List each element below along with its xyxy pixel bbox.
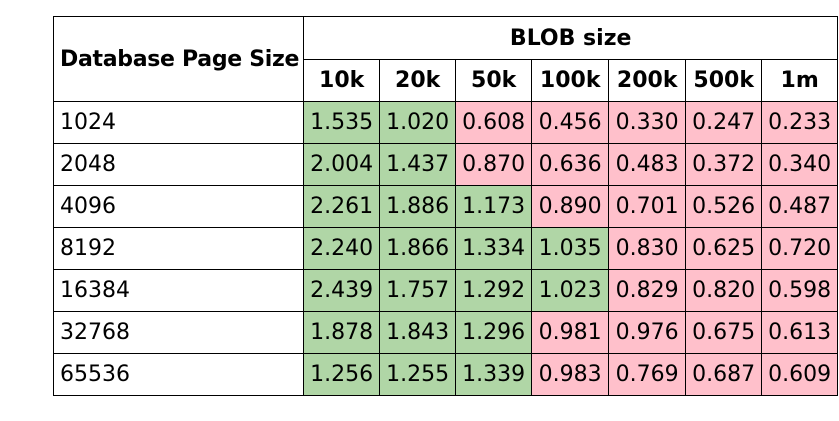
table-row: 32768 1.878 1.843 1.296 0.981 0.976 0.675 0.613 bbox=[52, 311, 839, 354]
table-cell: 0.456 bbox=[531, 101, 610, 144]
table-cell: 2.240 bbox=[303, 227, 381, 270]
row-header-page-size: Database Page Size bbox=[52, 16, 305, 102]
column-header-100k: 100k bbox=[531, 59, 610, 102]
row-label: 32768 bbox=[52, 311, 305, 354]
header-row-top: Database Page Size BLOB size bbox=[52, 16, 839, 102]
table-cell: 2.261 bbox=[303, 185, 381, 228]
table-cell: 2.004 bbox=[303, 143, 381, 186]
row-label: 65536 bbox=[52, 353, 305, 396]
table-cell: 0.625 bbox=[685, 227, 763, 270]
table-cell: 1.035 bbox=[531, 227, 610, 270]
group-header-blob-size: BLOB size bbox=[303, 16, 839, 60]
row-label: 16384 bbox=[52, 269, 305, 312]
table-row: 16384 2.439 1.757 1.292 1.023 0.829 0.820 0.598 bbox=[52, 269, 839, 312]
table-cell: 0.769 bbox=[608, 353, 687, 396]
column-header-200k: 200k bbox=[608, 59, 687, 102]
table-cell: 1.535 bbox=[303, 101, 381, 144]
table-cell: 0.233 bbox=[761, 101, 839, 144]
table-cell: 1.866 bbox=[379, 227, 457, 270]
table-cell: 2.439 bbox=[303, 269, 381, 312]
table-cell: 1.173 bbox=[455, 185, 533, 228]
table-cell: 1.256 bbox=[303, 353, 381, 396]
table-cell: 1.878 bbox=[303, 311, 381, 354]
row-label: 4096 bbox=[52, 185, 305, 228]
table-cell: 0.609 bbox=[761, 353, 839, 396]
table-cell: 0.820 bbox=[685, 269, 763, 312]
column-header-50k: 50k bbox=[455, 59, 533, 102]
table-cell: 1.757 bbox=[379, 269, 457, 312]
blob-read-performance-table: Database Page Size BLOB size 10k 20k 50k 10… bbox=[52, 16, 839, 396]
table-cell: 0.890 bbox=[531, 185, 610, 228]
table-row: 4096 2.261 1.886 1.173 0.890 0.701 0.526 0.487 bbox=[52, 185, 839, 228]
table-cell: 0.598 bbox=[761, 269, 839, 312]
table-cell: 1.023 bbox=[531, 269, 610, 312]
row-label: 8192 bbox=[52, 227, 305, 270]
table-cell: 1.843 bbox=[379, 311, 457, 354]
table-cell: 0.636 bbox=[531, 143, 610, 186]
table-cell: 0.526 bbox=[685, 185, 763, 228]
table-cell: 1.437 bbox=[379, 143, 457, 186]
table-cell: 0.372 bbox=[685, 143, 763, 186]
table-cell: 0.720 bbox=[761, 227, 839, 270]
table-row: 65536 1.256 1.255 1.339 0.983 0.769 0.687 0.609 bbox=[52, 353, 839, 396]
table-cell: 1.334 bbox=[455, 227, 533, 270]
table-cell: 0.340 bbox=[761, 143, 839, 186]
table-cell: 1.292 bbox=[455, 269, 533, 312]
column-header-10k: 10k bbox=[303, 59, 381, 102]
table-cell: 1.020 bbox=[379, 101, 457, 144]
table-cell: 1.255 bbox=[379, 353, 457, 396]
table-cell: 0.675 bbox=[685, 311, 763, 354]
column-header-20k: 20k bbox=[379, 59, 457, 102]
table-cell: 0.981 bbox=[531, 311, 610, 354]
table-cell: 1.886 bbox=[379, 185, 457, 228]
column-header-1m: 1m bbox=[761, 59, 839, 102]
table-cell: 0.247 bbox=[685, 101, 763, 144]
table-cell: 0.608 bbox=[455, 101, 533, 144]
table-cell: 0.983 bbox=[531, 353, 610, 396]
table-header: Database Page Size BLOB size 10k 20k 50k 10… bbox=[52, 16, 839, 102]
table-cell: 0.613 bbox=[761, 311, 839, 354]
table-cell: 0.687 bbox=[685, 353, 763, 396]
table-cell: 0.976 bbox=[608, 311, 687, 354]
table-cell: 0.483 bbox=[608, 143, 687, 186]
table-cell: 0.870 bbox=[455, 143, 533, 186]
row-label: 1024 bbox=[52, 101, 305, 144]
table-cell: 0.701 bbox=[608, 185, 687, 228]
table-body: 1024 1.535 1.020 0.608 0.456 0.330 0.247 0.233 2… bbox=[52, 101, 839, 396]
table-row: 2048 2.004 1.437 0.870 0.636 0.483 0.372 0.340 bbox=[52, 143, 839, 186]
table-cell: 1.339 bbox=[455, 353, 533, 396]
table-cell: 1.296 bbox=[455, 311, 533, 354]
table-cell: 0.487 bbox=[761, 185, 839, 228]
table-cell: 0.830 bbox=[608, 227, 687, 270]
table-cell: 0.829 bbox=[608, 269, 687, 312]
row-label: 2048 bbox=[52, 143, 305, 186]
table-cell: 0.330 bbox=[608, 101, 687, 144]
table-row: 8192 2.240 1.866 1.334 1.035 0.830 0.625 0.720 bbox=[52, 227, 839, 270]
column-header-500k: 500k bbox=[685, 59, 763, 102]
table-row: 1024 1.535 1.020 0.608 0.456 0.330 0.247 0.233 bbox=[52, 101, 839, 144]
